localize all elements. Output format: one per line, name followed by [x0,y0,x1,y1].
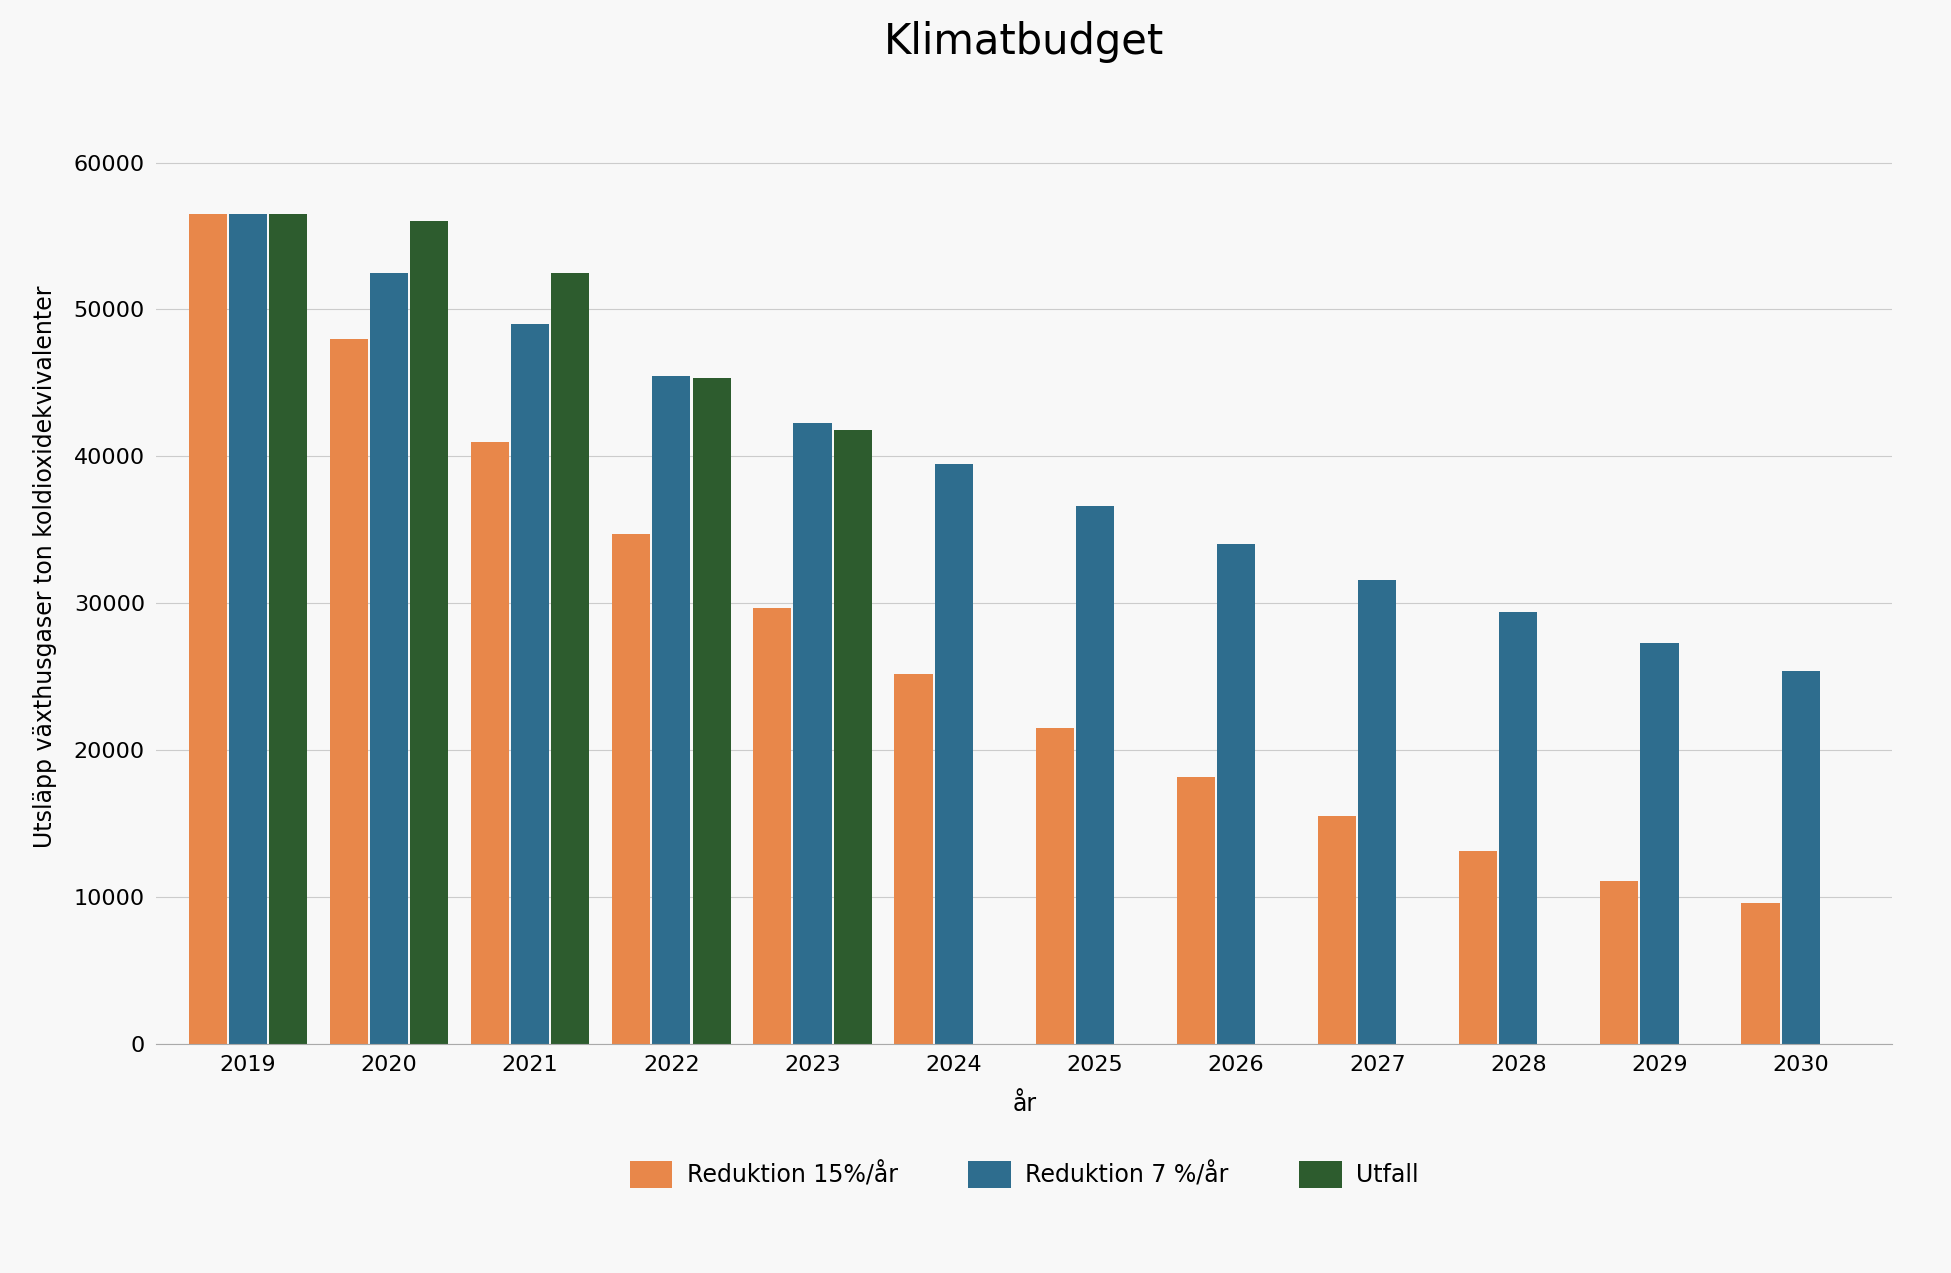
Bar [410,222,449,1044]
Bar [1075,507,1114,1044]
X-axis label: år: år [1013,1092,1036,1115]
Bar [511,325,550,1044]
Bar [470,442,509,1044]
Bar [189,214,226,1044]
Bar [1781,671,1820,1044]
Bar [1600,881,1639,1044]
Bar [1742,903,1779,1044]
Bar [1319,816,1356,1044]
Bar [269,214,306,1044]
Bar [1036,728,1073,1044]
Bar [753,607,792,1044]
Bar [894,673,933,1044]
Y-axis label: Utsläpp växthusgaser ton koldioxidekvivalenter: Utsläpp växthusgaser ton koldioxidekviva… [33,285,57,848]
Title: Klimatbudget: Klimatbudget [884,22,1165,64]
Bar [371,272,408,1044]
Bar [794,423,831,1044]
Bar [552,272,589,1044]
Bar [330,339,369,1044]
Bar [693,378,730,1044]
Bar [1358,579,1397,1044]
Bar [1498,612,1537,1044]
Legend: Reduktion 15%/år, Reduktion 7 %/år, Utfall: Reduktion 15%/år, Reduktion 7 %/år, Utfa… [620,1151,1428,1198]
Bar [1459,852,1496,1044]
Bar [935,463,974,1044]
Bar [1641,643,1678,1044]
Bar [652,376,691,1044]
Bar [613,535,650,1044]
Bar [1176,777,1215,1044]
Bar [833,430,872,1044]
Bar [228,214,267,1044]
Bar [1217,545,1254,1044]
